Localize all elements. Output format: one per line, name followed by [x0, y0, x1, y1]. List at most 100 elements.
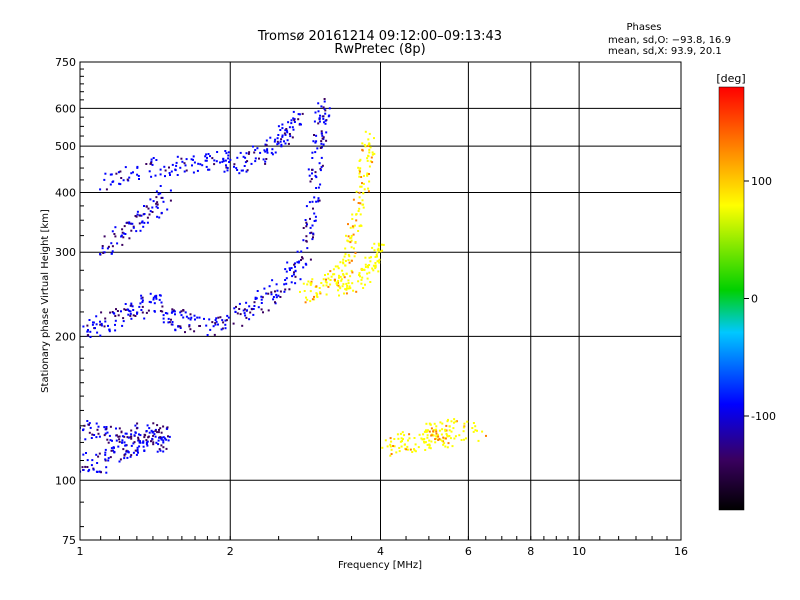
data-point — [152, 434, 155, 437]
data-point — [132, 226, 135, 229]
data-point — [105, 188, 108, 191]
data-point — [81, 466, 84, 469]
data-point — [301, 256, 303, 259]
data-point — [296, 261, 299, 264]
data-point — [145, 443, 148, 445]
data-point — [154, 295, 156, 298]
data-point — [378, 258, 381, 261]
data-point — [118, 440, 121, 443]
data-point — [341, 285, 344, 288]
data-point — [340, 278, 343, 281]
data-point — [193, 314, 196, 317]
data-point — [311, 151, 314, 154]
data-point — [290, 119, 293, 122]
data-point — [109, 311, 112, 314]
data-point — [311, 238, 314, 241]
data-point — [324, 119, 327, 122]
data-point — [255, 297, 258, 300]
data-point — [280, 143, 283, 146]
y-axis-label: Stationary phase Virtual Height [km] — [40, 209, 51, 393]
x-axis-label: Frequency [MHz] — [338, 560, 422, 571]
data-point — [304, 219, 307, 221]
data-point — [246, 169, 249, 172]
data-point — [157, 439, 160, 442]
data-point — [157, 193, 160, 196]
data-point — [138, 214, 141, 217]
data-point — [313, 220, 316, 222]
data-point — [134, 315, 137, 317]
data-point — [351, 218, 354, 220]
data-point — [139, 229, 142, 232]
data-point — [110, 447, 113, 450]
data-point — [109, 183, 112, 186]
data-point — [156, 203, 159, 206]
data-point — [136, 450, 139, 452]
data-point — [137, 451, 139, 454]
data-point — [109, 439, 112, 442]
data-point — [341, 269, 344, 272]
data-point — [171, 163, 174, 166]
data-point — [121, 228, 124, 231]
data-point — [275, 283, 278, 286]
data-point — [318, 120, 321, 123]
data-point — [328, 107, 331, 110]
data-point — [318, 162, 321, 165]
data-point — [205, 153, 208, 156]
data-point — [145, 163, 148, 165]
data-point — [332, 273, 335, 276]
data-point — [141, 296, 144, 299]
data-point — [315, 176, 318, 179]
data-point — [367, 266, 370, 269]
data-point — [315, 134, 318, 137]
data-point — [175, 161, 178, 164]
data-point — [201, 164, 204, 167]
data-point — [364, 130, 367, 133]
data-point — [418, 433, 421, 436]
data-point — [293, 121, 296, 123]
data-point — [224, 327, 227, 330]
data-point — [129, 314, 132, 317]
data-point — [313, 298, 316, 301]
data-point — [121, 324, 124, 327]
data-point — [101, 245, 104, 247]
data-point — [159, 168, 162, 171]
data-point — [265, 158, 268, 160]
data-point — [227, 157, 230, 160]
data-point — [97, 432, 100, 435]
data-point — [136, 213, 139, 216]
data-point — [425, 429, 427, 432]
data-point — [360, 278, 363, 281]
data-point — [435, 432, 438, 435]
data-point — [198, 325, 201, 327]
data-point — [260, 302, 263, 304]
data-point — [248, 318, 251, 321]
data-point — [366, 264, 369, 267]
data-point — [132, 442, 135, 445]
x-tick-label: 1 — [77, 545, 84, 558]
phases-heading: Phases — [626, 22, 661, 33]
data-point — [472, 430, 475, 433]
data-point — [92, 468, 95, 471]
data-point — [294, 275, 297, 278]
data-point — [364, 263, 367, 266]
data-point — [84, 438, 87, 441]
data-point — [156, 215, 159, 218]
data-point — [105, 427, 108, 430]
data-point — [254, 160, 257, 163]
data-point — [432, 434, 435, 437]
data-point — [147, 309, 150, 312]
data-point — [366, 159, 369, 162]
data-point — [242, 309, 245, 312]
data-point — [193, 330, 196, 333]
data-point — [121, 439, 124, 442]
data-point — [283, 140, 285, 143]
data-point — [361, 182, 363, 185]
data-point — [347, 259, 350, 262]
data-point — [442, 436, 445, 439]
data-point — [309, 258, 312, 261]
data-point — [352, 198, 355, 201]
data-point — [226, 167, 229, 169]
data-point — [123, 435, 126, 438]
data-point — [344, 264, 347, 267]
data-point — [158, 298, 161, 301]
